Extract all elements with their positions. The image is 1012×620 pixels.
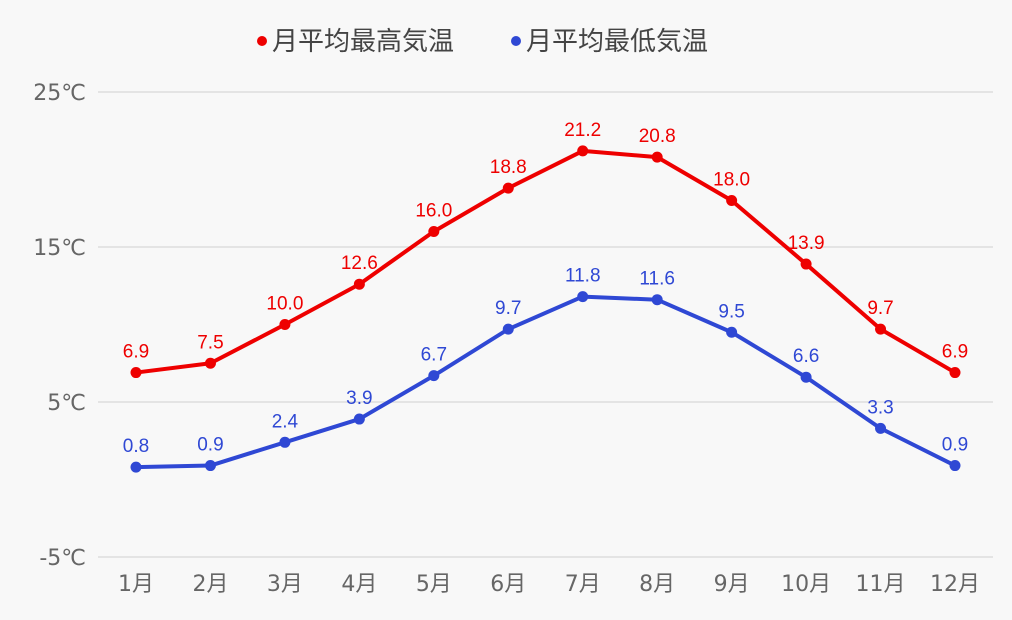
data-point <box>130 367 142 379</box>
data-point <box>577 145 589 157</box>
data-label: 9.5 <box>718 301 744 322</box>
data-label: 3.3 <box>867 397 893 418</box>
data-label: 6.9 <box>123 342 149 363</box>
data-label: 11.6 <box>639 269 675 290</box>
data-label: 0.8 <box>123 436 149 457</box>
data-label: 11.8 <box>565 266 601 287</box>
data-point <box>651 151 663 163</box>
data-label: 6.9 <box>942 342 968 363</box>
y-tick-label: 5℃ <box>47 391 86 416</box>
data-point <box>949 460 961 472</box>
x-tick-label: 1月 <box>118 572 154 597</box>
x-tick-label: 11月 <box>856 572 906 597</box>
data-label: 13.9 <box>788 233 825 254</box>
data-label: 9.7 <box>867 298 893 319</box>
data-point <box>428 226 440 237</box>
data-label: 6.6 <box>793 346 819 367</box>
x-tick-label: 3月 <box>267 572 303 597</box>
data-point <box>353 413 365 425</box>
x-tick-label: 7月 <box>565 572 601 597</box>
data-label: 6.7 <box>421 345 447 366</box>
data-point <box>800 371 812 383</box>
series-line <box>135 294 956 470</box>
data-label: 16.0 <box>415 201 452 222</box>
data-point <box>502 323 514 335</box>
data-label: 0.9 <box>942 435 968 456</box>
data-point <box>204 357 216 369</box>
legend-label: 月平均最高気温 <box>272 27 454 57</box>
data-point <box>726 326 738 338</box>
legend-marker <box>511 36 521 46</box>
data-label: 2.4 <box>272 411 299 432</box>
data-point <box>353 278 365 290</box>
data-label: 0.9 <box>197 435 223 456</box>
legend-marker <box>257 36 267 46</box>
data-point <box>502 182 514 194</box>
legend-label: 月平均最低気温 <box>526 27 708 57</box>
x-tick-label: 12月 <box>930 572 980 597</box>
data-point <box>204 460 216 472</box>
data-point <box>279 436 291 448</box>
data-point <box>800 258 812 270</box>
data-point <box>279 319 291 330</box>
data-label: 9.7 <box>495 298 521 319</box>
x-tick-label: 2月 <box>192 572 228 597</box>
data-point <box>577 291 589 303</box>
x-tick-label: 4月 <box>341 572 377 597</box>
x-tick-label: 8月 <box>639 572 675 597</box>
y-tick-label: 15℃ <box>33 236 86 261</box>
x-tick-label: 6月 <box>490 572 526 597</box>
series-line <box>135 148 957 375</box>
x-tick-label: 5月 <box>416 572 452 597</box>
data-label: 3.9 <box>346 388 372 409</box>
data-point <box>949 367 961 379</box>
data-label: 18.8 <box>490 157 527 178</box>
data-point <box>428 370 440 382</box>
x-tick-label: 10月 <box>781 572 831 597</box>
data-label: 20.8 <box>639 126 676 147</box>
data-point <box>875 422 887 434</box>
data-point <box>651 294 663 306</box>
data-label: 21.2 <box>564 120 601 141</box>
y-tick-label: 25℃ <box>33 81 86 106</box>
data-label: 18.0 <box>713 170 750 191</box>
data-point <box>130 461 142 473</box>
data-point <box>875 323 887 335</box>
data-label: 7.5 <box>197 332 223 353</box>
data-label: 10.0 <box>266 294 303 315</box>
data-point <box>726 195 738 206</box>
y-tick-label: -5℃ <box>39 546 86 571</box>
x-tick-label: 9月 <box>714 572 750 597</box>
data-label: 12.6 <box>341 253 378 274</box>
